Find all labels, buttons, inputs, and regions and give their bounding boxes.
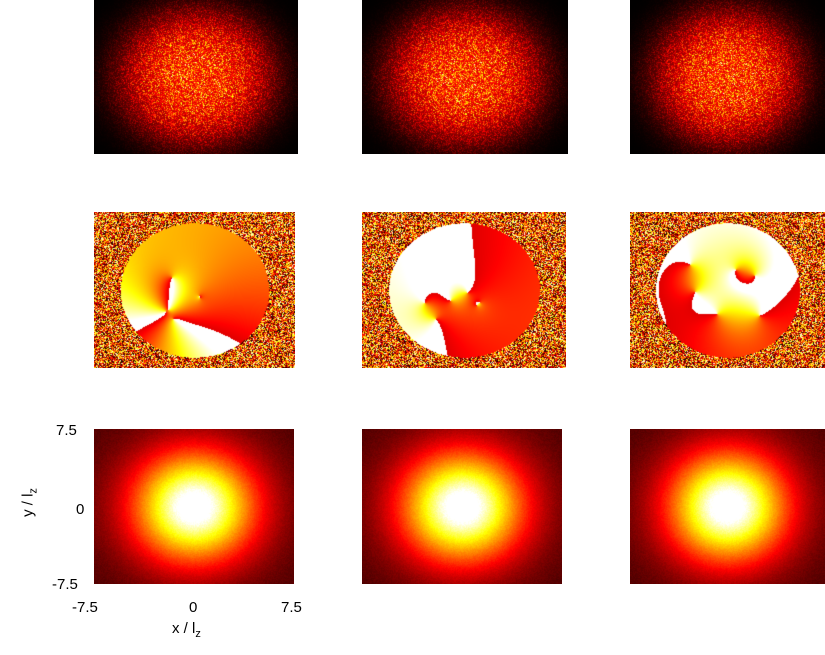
x-axis-title-sub: z bbox=[195, 628, 201, 640]
panel-density-smooth-1 bbox=[94, 429, 294, 584]
panel-density-noisy-3 bbox=[630, 0, 825, 154]
x-axis-title-main: x / l bbox=[172, 620, 196, 637]
x-tick-label-mid: 0 bbox=[189, 599, 198, 616]
panel-phase-1 bbox=[94, 212, 295, 368]
y-axis-title: y / lz bbox=[19, 473, 40, 533]
panel-density-noisy-2 bbox=[362, 0, 568, 154]
y-tick-label-bottom: -7.5 bbox=[52, 576, 78, 593]
y-tick-label-top: 7.5 bbox=[56, 422, 77, 439]
x-axis-title: x / lz bbox=[172, 620, 201, 640]
x-tick-label-right: 7.5 bbox=[281, 599, 302, 616]
x-tick-label-left: -7.5 bbox=[72, 599, 98, 616]
y-axis-title-main: y / l bbox=[19, 493, 37, 517]
panel-phase-3 bbox=[630, 212, 825, 368]
panel-phase-2 bbox=[362, 212, 566, 368]
y-axis-title-sub: z bbox=[27, 488, 40, 494]
panel-density-noisy-1 bbox=[94, 0, 298, 154]
panel-density-smooth-3 bbox=[630, 429, 825, 584]
y-tick-label-mid: 0 bbox=[76, 501, 85, 518]
panel-density-smooth-2 bbox=[362, 429, 562, 584]
